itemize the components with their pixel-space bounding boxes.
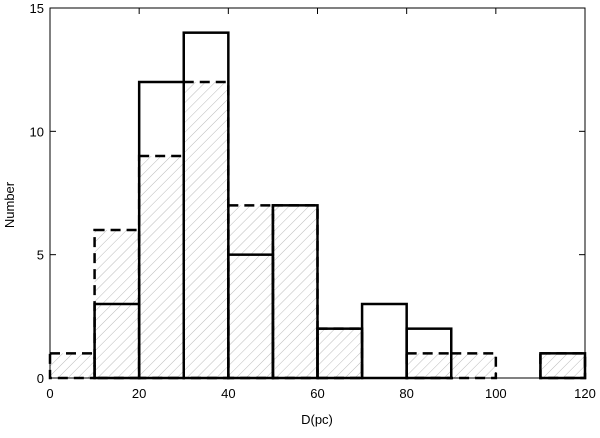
histogram-bar: [182, 80, 230, 380]
x-axis-label: D(pc): [301, 412, 333, 427]
x-tick-label: 120: [574, 386, 596, 401]
histogram-bar: [539, 352, 587, 380]
histogram-bar: [360, 302, 408, 380]
x-tick-label: 60: [310, 386, 324, 401]
x-tick-label: 40: [221, 386, 235, 401]
y-tick-label: 10: [30, 124, 44, 139]
y-tick-label: 15: [30, 1, 44, 16]
histogram-bar: [227, 204, 275, 380]
histogram-bar: [450, 352, 498, 380]
y-axis-label: Number: [2, 181, 17, 228]
x-tick-label: 0: [46, 386, 53, 401]
histogram-bar: [316, 327, 364, 380]
x-tick-label: 20: [132, 386, 146, 401]
y-tick-label: 0: [37, 371, 44, 386]
histogram-bar: [271, 204, 319, 380]
y-tick-label: 5: [37, 248, 44, 263]
histogram-bar: [48, 352, 96, 380]
x-tick-label: 80: [399, 386, 413, 401]
histogram-bar: [405, 352, 453, 380]
histogram-bar: [137, 154, 186, 380]
x-tick-label: 100: [485, 386, 507, 401]
